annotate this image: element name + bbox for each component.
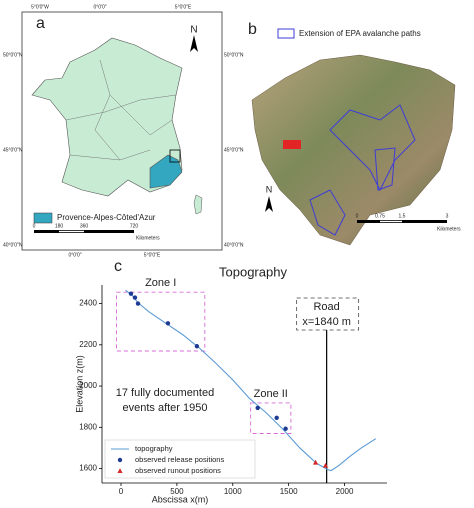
scale-tick: 3 [446,213,449,219]
chart-title: Topography [219,264,287,279]
x-tick-label: 1500 [280,487,298,496]
lat-label: 50°0'0"N [224,52,244,58]
legend-marker [117,468,123,473]
corsica [193,194,203,215]
road-label: Road [313,301,339,313]
static-texts: a N Provence-Alpes-Côted'Azur 0 180 360 … [3,4,461,504]
legend-box [104,439,256,479]
x-tick-label: 1000 [224,487,242,496]
site-marker [283,140,301,149]
legend-label: Extension of EPA avalanche paths [299,29,421,38]
y-tick-label: 1800 [79,422,97,431]
panel-label: a [36,15,45,32]
legend-label: observed release positions [135,455,224,464]
panel-label: b [248,21,257,38]
x-axis-label: Abscissa x(m) [152,494,209,504]
topography-line [125,289,377,472]
lon-label: 5°0'0"W [31,4,49,10]
north-arrow [265,196,273,212]
inset-box [169,149,181,163]
scale-tick: 180 [55,223,64,229]
release-point [165,321,171,326]
lon-label: 5°0'0"E [144,252,161,258]
scale-bar [59,230,84,233]
lat-label: 40°0'0"N [224,242,244,248]
y-tick-label: 2000 [79,381,97,390]
satellite-image [251,54,456,246]
france-shape [31,37,183,197]
scale-tick: 720 [130,223,139,229]
release-point [194,344,200,349]
avalanche-paths [309,104,416,236]
legend-label: observed runout positions [135,466,221,475]
lon-label: 5°0'0"E [175,4,192,10]
y-tick-label: 2400 [79,299,97,308]
release-point [135,301,141,306]
zone-box [116,291,206,352]
release-point [128,291,134,296]
lat-label: 50°0'0"N [3,52,23,58]
zone-box [250,402,292,434]
scale-tick: 0 [356,213,359,219]
x-tick-label: 2000 [336,487,354,496]
scale-tick: 1.5 [399,213,406,219]
region-borders [65,59,177,161]
y-axis-label: Elevation z(m) [74,355,84,413]
lat-label: 45°0'0"N [224,147,244,153]
legend-marker [117,457,123,463]
lat-label: 40°0'0"N [3,242,23,248]
release-point [274,415,279,421]
panel-label: c [114,258,122,275]
scale-tick: 0.75 [375,213,385,219]
legend-label: Provence-Alpes-Côted'Azur [57,213,156,222]
x-tick-label: 500 [170,487,184,496]
paca-region [149,154,183,189]
annotation: events after 1950 [122,402,207,414]
release-point [255,405,260,411]
road-label: x=1840 m [302,316,351,328]
north-arrow [190,35,198,52]
x-tick-label: 0 [119,487,124,496]
scale-tick: 360 [80,223,89,229]
release-point [283,426,288,431]
annotation: 17 fully documented [116,387,214,399]
scale-bar [380,220,402,223]
scale-tick: 0 [33,223,36,229]
y-tick-label: 2200 [79,340,97,349]
legend-swatch [277,28,295,39]
zone-label: Zone II [254,388,288,400]
release-point [132,295,138,300]
lon-label: 0°0'0" [93,4,106,10]
runout-point [312,459,319,465]
legend-label: topography [135,444,173,453]
road-box [296,297,360,331]
legend-swatch [33,212,53,224]
y-tick-label: 1600 [79,464,97,473]
runout-point [322,462,329,468]
scale-unit: Kilometers [136,235,160,241]
north-label: N [190,25,197,36]
zone-label: Zone I [145,277,176,289]
lon-label: 0°0'0" [68,252,81,258]
scale-unit: Kilometers [437,226,461,232]
north-label: N [266,184,273,194]
lat-label: 45°0'0"N [3,147,23,153]
